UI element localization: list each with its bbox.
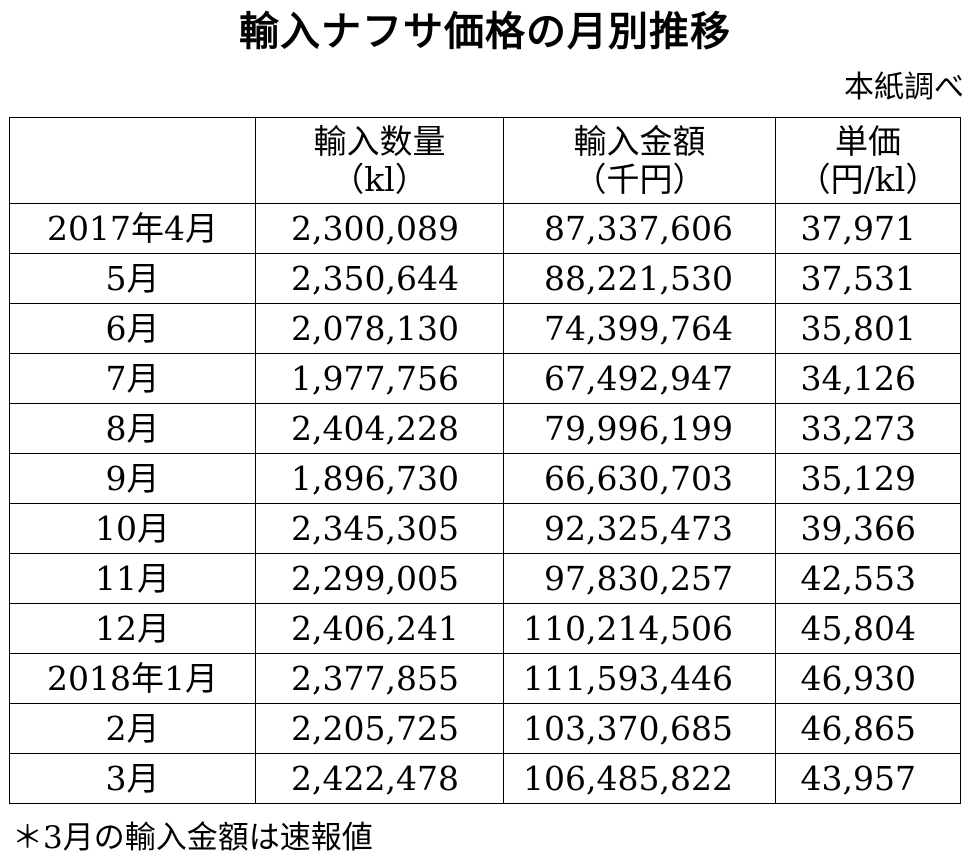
amount-cell: 67,492,947 (503, 353, 776, 404)
amount-cell: 92,325,473 (503, 503, 776, 554)
volume-cell: 2,299,005 (255, 553, 504, 604)
month-cell: 11月 (9, 553, 256, 604)
header-volume-line2: （kl） (331, 159, 428, 199)
amount-cell: 103,370,685 (503, 703, 776, 754)
unit-price-cell: 34,126 (775, 353, 961, 404)
month-cell: 5月 (9, 253, 256, 304)
month-cell: 2月 (9, 703, 256, 754)
amount-cell: 88,221,530 (503, 253, 776, 304)
amount-cell: 110,214,506 (503, 603, 776, 654)
table-row: 11月 2,299,005 97,830,257 42,553 (9, 553, 961, 604)
volume-cell: 2,350,644 (255, 253, 504, 304)
volume-cell: 2,422,478 (255, 753, 504, 804)
month-cell: 3月 (9, 753, 256, 804)
volume-cell: 2,377,855 (255, 653, 504, 704)
table-header-row: 輸入数量 （kl） 輸入金額 （千円） 単価 （円/kl） (9, 117, 961, 204)
table-row: 2017年4月 2,300,089 87,337,606 37,971 (9, 203, 961, 254)
header-volume-line1: 輸入数量 (313, 121, 446, 161)
month-cell: 9月 (9, 453, 256, 504)
amount-cell: 79,996,199 (503, 403, 776, 454)
month-cell: 12月 (9, 603, 256, 654)
unit-price-cell: 46,865 (775, 703, 961, 754)
table-row: 9月 1,896,730 66,630,703 35,129 (9, 453, 961, 504)
volume-cell: 2,406,241 (255, 603, 504, 654)
month-cell: 8月 (9, 403, 256, 454)
header-month (9, 117, 256, 204)
table-row: 6月 2,078,130 74,399,764 35,801 (9, 303, 961, 354)
header-unit-price-line1: 単価 (835, 121, 901, 161)
unit-price-cell: 35,801 (775, 303, 961, 354)
naphtha-price-table: 輸入数量 （kl） 輸入金額 （千円） 単価 （円/kl） 2017年4月 2,… (9, 117, 961, 804)
footnote: ＊3月の輸入金額は速報値 (12, 820, 373, 856)
table-row: 2018年1月 2,377,855 111,593,446 46,930 (9, 653, 961, 704)
page-title: 輸入ナフサ価格の月別推移 (239, 9, 731, 55)
month-cell: 2017年4月 (9, 203, 256, 254)
table-row: 12月 2,406,241 110,214,506 45,804 (9, 603, 961, 654)
volume-cell: 2,345,305 (255, 503, 504, 554)
unit-price-cell: 42,553 (775, 553, 961, 604)
table-row: 8月 2,404,228 79,996,199 33,273 (9, 403, 961, 454)
amount-cell: 66,630,703 (503, 453, 776, 504)
header-unit-price-line2: （円/kl） (797, 159, 939, 199)
unit-price-cell: 35,129 (775, 453, 961, 504)
header-amount-line2: （千円） (573, 159, 706, 199)
unit-price-cell: 37,971 (775, 203, 961, 254)
table-row: 2月 2,205,725 103,370,685 46,865 (9, 703, 961, 754)
month-cell: 10月 (9, 503, 256, 554)
unit-price-cell: 37,531 (775, 253, 961, 304)
table-row: 7月 1,977,756 67,492,947 34,126 (9, 353, 961, 404)
table-row: 10月 2,345,305 92,325,473 39,366 (9, 503, 961, 554)
month-cell: 6月 (9, 303, 256, 354)
unit-price-cell: 46,930 (775, 653, 961, 704)
header-volume: 輸入数量 （kl） (255, 117, 504, 204)
volume-cell: 2,300,089 (255, 203, 504, 254)
header-amount-line1: 輸入金額 (573, 121, 706, 161)
month-cell: 2018年1月 (9, 653, 256, 704)
unit-price-cell: 45,804 (775, 603, 961, 654)
unit-price-cell: 43,957 (775, 753, 961, 804)
header-amount: 輸入金額 （千円） (503, 117, 776, 204)
unit-price-cell: 39,366 (775, 503, 961, 554)
table-row: 5月 2,350,644 88,221,530 37,531 (9, 253, 961, 304)
volume-cell: 2,404,228 (255, 403, 504, 454)
source-label: 本紙調べ (844, 70, 964, 105)
month-cell: 7月 (9, 353, 256, 404)
amount-cell: 97,830,257 (503, 553, 776, 604)
volume-cell: 1,977,756 (255, 353, 504, 404)
volume-cell: 2,078,130 (255, 303, 504, 354)
header-unit-price: 単価 （円/kl） (775, 117, 961, 204)
unit-price-cell: 33,273 (775, 403, 961, 454)
volume-cell: 1,896,730 (255, 453, 504, 504)
amount-cell: 87,337,606 (503, 203, 776, 254)
amount-cell: 74,399,764 (503, 303, 776, 354)
amount-cell: 111,593,446 (503, 653, 776, 704)
amount-cell: 106,485,822 (503, 753, 776, 804)
volume-cell: 2,205,725 (255, 703, 504, 754)
table-row: 3月 2,422,478 106,485,822 43,957 (9, 753, 961, 804)
